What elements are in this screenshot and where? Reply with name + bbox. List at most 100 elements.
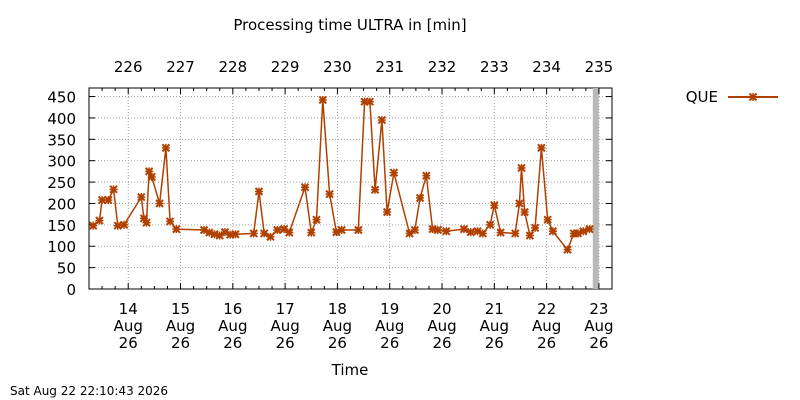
x-top-tick-label: 232 <box>428 58 457 76</box>
x-tick-label: 20 <box>432 300 451 318</box>
data-point <box>490 200 499 210</box>
data-point <box>231 230 240 239</box>
x-tick-label: Aug <box>375 317 404 335</box>
x-tick-label: 26 <box>589 334 608 352</box>
data-point <box>161 143 171 153</box>
y-tick-label: 150 <box>47 217 76 235</box>
legend-marker-symbol <box>748 92 758 102</box>
x-tick-label: 14 <box>119 300 138 318</box>
data-point <box>415 193 425 203</box>
data-point <box>337 225 346 235</box>
data-point <box>165 217 175 226</box>
legend-marker <box>748 92 758 102</box>
y-tick-label: 200 <box>47 195 76 213</box>
y-tick-label: 50 <box>57 260 76 278</box>
data-point <box>410 225 420 235</box>
data-point <box>485 220 495 230</box>
x-top-tick-label: 231 <box>375 58 404 76</box>
x-tick-label: 18 <box>328 300 347 318</box>
x-tick-label: 26 <box>171 334 190 352</box>
data-point <box>365 97 375 106</box>
x-tick-label: 26 <box>223 334 242 352</box>
x-axis-label: Time <box>331 361 369 379</box>
data-point <box>97 195 107 205</box>
x-top-tick-label: 234 <box>532 58 561 76</box>
series-line-que <box>92 99 590 252</box>
y-tick-label: 400 <box>47 110 76 128</box>
x-top-tick-label: 229 <box>271 58 300 76</box>
data-point <box>307 228 316 237</box>
x-tick-label: 15 <box>171 300 190 318</box>
data-point <box>249 229 258 238</box>
x-top-tick-label: 228 <box>219 58 248 76</box>
data-point <box>254 187 264 196</box>
data-point <box>496 228 505 237</box>
x-tick-label: 26 <box>432 334 451 352</box>
legend-label: QUE <box>686 88 718 106</box>
data-point <box>442 227 451 236</box>
data-point <box>300 183 310 192</box>
x-tick-label: Aug <box>166 317 195 335</box>
data-point <box>466 227 475 237</box>
data-point <box>142 218 151 227</box>
series-layer <box>88 95 594 254</box>
x-tick-label: Aug <box>323 317 352 335</box>
data-point <box>433 225 443 235</box>
data-point <box>459 224 469 234</box>
x-top-tick-label: 230 <box>323 58 352 76</box>
x-tick-label: 21 <box>485 300 504 318</box>
x-tick-label: Aug <box>218 317 247 335</box>
data-point <box>312 215 321 224</box>
y-tick-label: 300 <box>47 153 76 171</box>
y-tick-label: 350 <box>47 131 76 149</box>
x-tick-label: 17 <box>276 300 295 318</box>
data-point <box>285 228 294 237</box>
data-point <box>113 221 122 230</box>
y-tick-label: 0 <box>66 281 76 299</box>
x-tick-label: 26 <box>119 334 138 352</box>
chart-title: Processing time ULTRA in [min] <box>233 16 466 34</box>
data-point <box>563 245 572 254</box>
x-tick-label: Aug <box>114 317 143 335</box>
data-point <box>422 171 431 180</box>
x-tick-label: 26 <box>485 334 504 352</box>
x-top-tick-label: 226 <box>114 58 143 76</box>
data-point <box>382 207 392 217</box>
data-point <box>273 225 282 235</box>
data-point <box>104 195 113 205</box>
data-point <box>370 185 380 194</box>
x-tick-label: Aug <box>584 317 613 335</box>
x-tick-label: 16 <box>223 300 242 318</box>
data-point <box>137 192 146 202</box>
data-point <box>478 229 488 238</box>
x-tick-label: 26 <box>328 334 347 352</box>
data-point <box>389 168 399 177</box>
data-point <box>266 232 275 242</box>
axes: 05010015020025030035040045014Aug2615Aug2… <box>47 58 613 352</box>
now-marker-layer <box>592 88 599 289</box>
data-point <box>548 227 558 236</box>
data-point <box>515 199 524 208</box>
x-tick-label: Aug <box>480 317 509 335</box>
data-point <box>525 231 535 240</box>
data-point <box>155 199 164 208</box>
data-point <box>259 229 269 238</box>
data-point <box>95 216 104 225</box>
x-tick-label: 23 <box>589 300 608 318</box>
data-point <box>530 223 540 233</box>
legend: QUE <box>686 88 778 106</box>
x-tick-label: 26 <box>537 334 556 352</box>
data-point <box>543 215 552 224</box>
y-tick-label: 100 <box>47 238 76 256</box>
x-tick-label: Aug <box>270 317 299 335</box>
x-tick-label: 19 <box>380 300 399 318</box>
data-point <box>109 185 118 194</box>
data-point <box>354 225 363 235</box>
data-point <box>172 224 181 234</box>
y-tick-label: 450 <box>47 89 76 107</box>
data-point <box>517 163 526 173</box>
data-point <box>377 115 387 125</box>
grid <box>89 88 612 289</box>
x-top-tick-label: 235 <box>585 58 614 76</box>
